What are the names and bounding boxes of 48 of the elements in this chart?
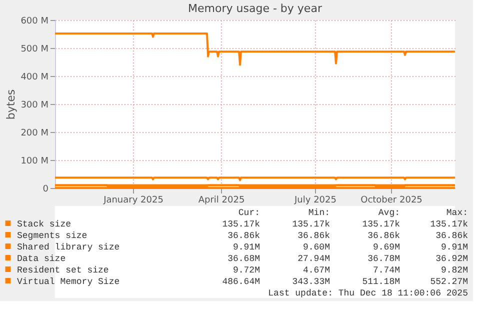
legend-label: Segments size: [17, 230, 88, 241]
legend-label: Shared library size: [17, 242, 120, 252]
text: 7.74M: [372, 265, 400, 276]
text: Max:: [446, 208, 468, 218]
text: 36.92M: [436, 254, 468, 264]
y-tick-label: 500 M: [20, 44, 48, 54]
text: 9.91M: [440, 242, 468, 252]
y-tick-label: 200 M: [20, 128, 48, 138]
text: 135.17k: [222, 219, 260, 230]
y-tick-label: 100 M: [20, 156, 48, 166]
y-tick-label: 400 M: [20, 72, 48, 82]
y-tick-label: 300 M: [20, 100, 48, 110]
text: 9.91M: [232, 242, 260, 252]
text: 4.67M: [302, 265, 330, 276]
legend-label: Data size: [17, 254, 66, 264]
legend-label: Stack size: [17, 219, 72, 230]
text: Last update: Thu Dec 18 11:00:06 2025: [268, 288, 468, 298]
text: 36.86k: [368, 230, 400, 241]
text: 36.86k: [298, 230, 330, 241]
legend-label: Resident set size: [17, 265, 109, 276]
text: 486.64M: [222, 276, 260, 287]
text: 552.27M: [430, 276, 468, 287]
text: 36.86k: [436, 230, 468, 241]
text: Avg:: [378, 208, 400, 218]
text: 135.17k: [362, 219, 400, 230]
text: 9.72M: [232, 265, 260, 276]
text: 36.86k: [228, 230, 260, 241]
y-tick-label: 600 M: [20, 16, 48, 26]
text: 135.17k: [430, 219, 468, 230]
text: 135.17k: [292, 219, 330, 230]
legend-label: Virtual Memory Size: [17, 276, 120, 287]
text: Min:: [308, 208, 330, 218]
text: 36.68M: [228, 254, 260, 264]
y-axis-title: bytes: [4, 89, 18, 120]
text: 36.78M: [368, 254, 400, 264]
text: 9.69M: [372, 242, 400, 252]
text: 511.18M: [362, 276, 400, 287]
text: Cur:: [238, 208, 260, 218]
x-tick-label: April 2025: [198, 196, 245, 206]
y-tick-label: 0: [42, 184, 49, 194]
text: 27.94M: [298, 254, 330, 264]
x-tick-label: July 2025: [294, 196, 336, 206]
text: 343.33M: [292, 276, 330, 287]
text: 9.82M: [440, 265, 468, 276]
chart-title: Memory usage - by year: [188, 2, 322, 15]
x-tick-label: January 2025: [102, 196, 164, 206]
text: 9.60M: [302, 242, 330, 252]
x-tick-label: October 2025: [360, 196, 422, 206]
